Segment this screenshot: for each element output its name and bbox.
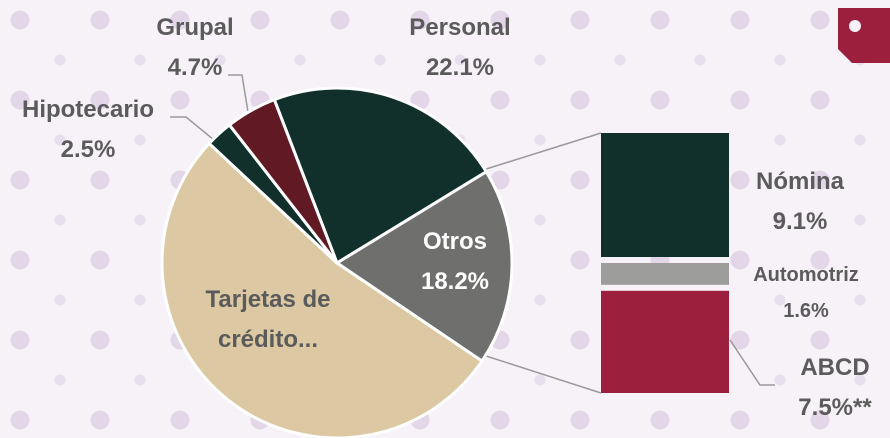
label-line: 18.2% [420,268,490,295]
leader-line [729,339,775,386]
data-label: Tarjetas de crédito... [183,280,353,360]
breakdown-bar [601,290,729,393]
data-label: Grupal 4.7% [156,8,233,88]
logo-dot [849,20,861,32]
pie-slice [334,169,514,364]
logo-icon [838,8,890,63]
data-label: Nómina 9.1% [756,162,844,242]
logo-shape [838,8,890,63]
label-line: Automotriz [753,264,859,286]
data-label: Otros 18.2% [421,222,489,302]
label-line: 9.1% [772,208,828,235]
label-line: 2.5% [60,136,116,163]
connector-line [482,132,602,171]
data-label: ABCD 7.5%** [798,348,871,428]
label-line: Nómina [755,168,845,195]
pie-slice [227,97,339,264]
label-line: 22.1% [425,54,495,81]
leader-line [228,74,249,113]
label-line: Grupal [156,14,234,41]
breakdown-bar [601,263,729,285]
label-line: 1.6% [783,300,829,322]
data-label: Automotriz 1.6% [753,257,859,329]
label-line: Otros [422,228,487,255]
label-line: 4.7% [167,54,223,81]
leader-lines [170,74,775,394]
label-line: Tarjetas de crédito... [205,286,331,353]
data-label: Personal 22.1% [409,8,510,88]
pie-slice [272,86,489,266]
label-line: Hipotecario [21,96,155,123]
leader-line [170,116,215,141]
label-line: ABCD [800,354,870,381]
label-line: 7.5%** [798,394,872,421]
connector-line [482,354,602,394]
breakdown-bar [601,133,729,257]
label-line: Personal [409,14,511,41]
pie-slice [160,141,485,438]
data-label: Hipotecario 2.5% [22,90,154,170]
